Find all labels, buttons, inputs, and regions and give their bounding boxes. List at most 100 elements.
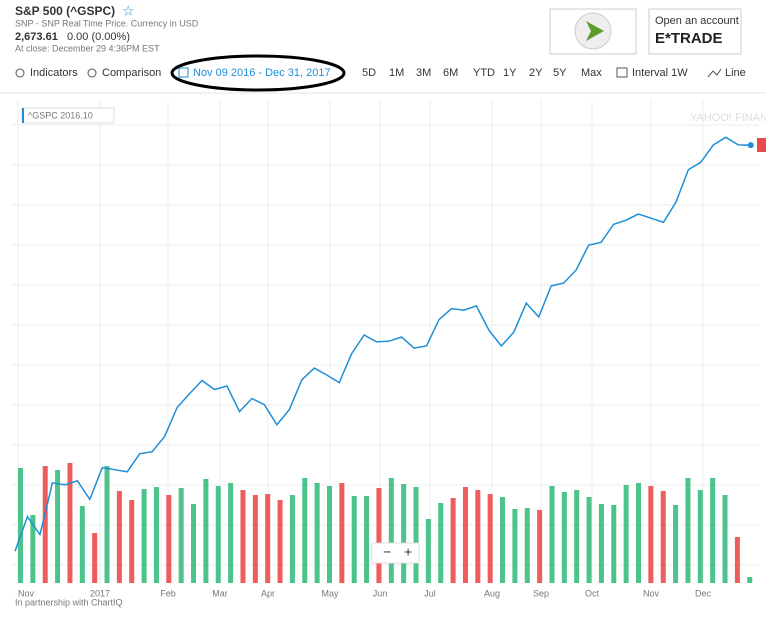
x-tick-label: Sep (533, 588, 549, 598)
comparison[interactable]: Comparison (102, 67, 161, 79)
volume-bar (660, 491, 666, 583)
volume-bar (339, 483, 345, 583)
quote-title: S&P 500 (^GSPC) (15, 4, 115, 18)
volume-bar (178, 488, 184, 583)
volume-bar (673, 505, 679, 583)
ad-arrow (586, 21, 604, 41)
volume-bar (500, 497, 506, 583)
interval-icon (616, 67, 628, 78)
volume-bar (537, 510, 543, 583)
period[interactable]: 5Y (553, 67, 567, 79)
volume-bar (129, 500, 135, 583)
x-tick-label: May (321, 588, 339, 598)
ad-text: Open an account (655, 15, 739, 27)
volume-bar (438, 503, 444, 583)
interval[interactable]: Interval 1W (632, 67, 688, 79)
volume-bar (623, 485, 629, 583)
volume-bar (685, 478, 691, 583)
volume-bar (524, 508, 530, 583)
volume-bar (141, 489, 147, 583)
ad-brand: E*TRADE (655, 30, 723, 47)
period[interactable]: 1Y (503, 67, 517, 79)
volume-bar (734, 537, 740, 583)
volume-bar (388, 478, 394, 583)
volume-bar (314, 483, 320, 583)
volume-bar (561, 492, 567, 583)
period[interactable]: 5D (362, 67, 376, 79)
change: 0.00 (0.00%) (67, 31, 130, 43)
volume-bar (240, 490, 246, 583)
volume-bar (104, 466, 110, 583)
period[interactable]: Max (581, 67, 602, 79)
volume-bar (55, 470, 61, 583)
period[interactable]: YTD (473, 67, 495, 79)
volume-bar (475, 490, 481, 583)
line-icon (707, 68, 722, 78)
quote-source: SNP - SNP Real Time Price. Currency in U… (15, 18, 199, 28)
volume-bar (79, 506, 85, 583)
volume-bar (215, 486, 221, 583)
volume-bar (586, 497, 592, 583)
volume-bar (636, 483, 641, 583)
x-tick-label: Dec (695, 588, 712, 598)
volume-bar (413, 487, 419, 583)
price: 2,673.61 (15, 31, 58, 43)
volume-bar (67, 463, 73, 583)
x-tick-label: Nov (18, 588, 35, 598)
volume-bar (277, 500, 283, 583)
x-tick-label: Jul (424, 588, 436, 598)
volume-bar (30, 515, 36, 583)
volume-bar (697, 490, 703, 583)
x-tick-label: Mar (212, 588, 228, 598)
volume-bar (710, 478, 716, 583)
calendar-icon (178, 67, 189, 78)
ad-box[interactable] (648, 8, 742, 55)
volume-bar (191, 504, 197, 583)
icon (15, 68, 25, 78)
icon (87, 68, 97, 78)
volume-bar (351, 496, 357, 583)
x-tick-label: Jun (373, 588, 388, 598)
volume-bar (265, 494, 271, 583)
volume-bar (364, 496, 370, 583)
volume-bar (228, 483, 234, 583)
volume-bar (611, 505, 617, 583)
volume-bar (252, 495, 258, 583)
legend-swatch (22, 108, 24, 123)
zoom-box (371, 542, 420, 564)
price-line (14, 136, 751, 552)
x-tick-label: Feb (160, 588, 176, 598)
volume-bar (153, 487, 159, 583)
date-range[interactable]: Nov 09 2016 - Dec 31, 2017 (193, 67, 331, 79)
volume-bar (462, 487, 468, 583)
x-tick-label: Nov (643, 588, 660, 598)
volume-bar (401, 484, 407, 583)
volume-bar (648, 486, 654, 583)
volume-bar (18, 468, 23, 583)
volume-bar (722, 495, 728, 583)
zoom-in[interactable]: + (404, 544, 412, 560)
close-time: At close: December 29 4:36PM EST (15, 43, 160, 53)
indicators[interactable]: Indicators (30, 67, 78, 79)
volume-bar (487, 494, 493, 583)
legend-label: ^GSPC 2016.10 (28, 110, 93, 120)
volume-bar (376, 488, 382, 583)
last-point (747, 142, 754, 149)
chart-style[interactable]: Line (725, 67, 746, 79)
x-tick-label: Apr (261, 588, 275, 598)
volume-bar (747, 577, 753, 583)
zoom-out[interactable]: − (383, 544, 391, 560)
period[interactable]: 6M (443, 67, 458, 79)
period[interactable]: 3M (416, 67, 431, 79)
period[interactable]: 1M (389, 67, 404, 79)
x-tick-label: Aug (484, 588, 500, 598)
period[interactable]: 2Y (529, 67, 543, 79)
volume-bar (549, 486, 555, 583)
star[interactable]: ☆ (122, 3, 135, 19)
volume-bar (425, 519, 431, 583)
footer: In partnership with ChartIQ (15, 597, 123, 607)
volume-bar (42, 466, 48, 583)
x-tick-label: 2017 (90, 588, 110, 598)
volume-bar (203, 479, 209, 583)
